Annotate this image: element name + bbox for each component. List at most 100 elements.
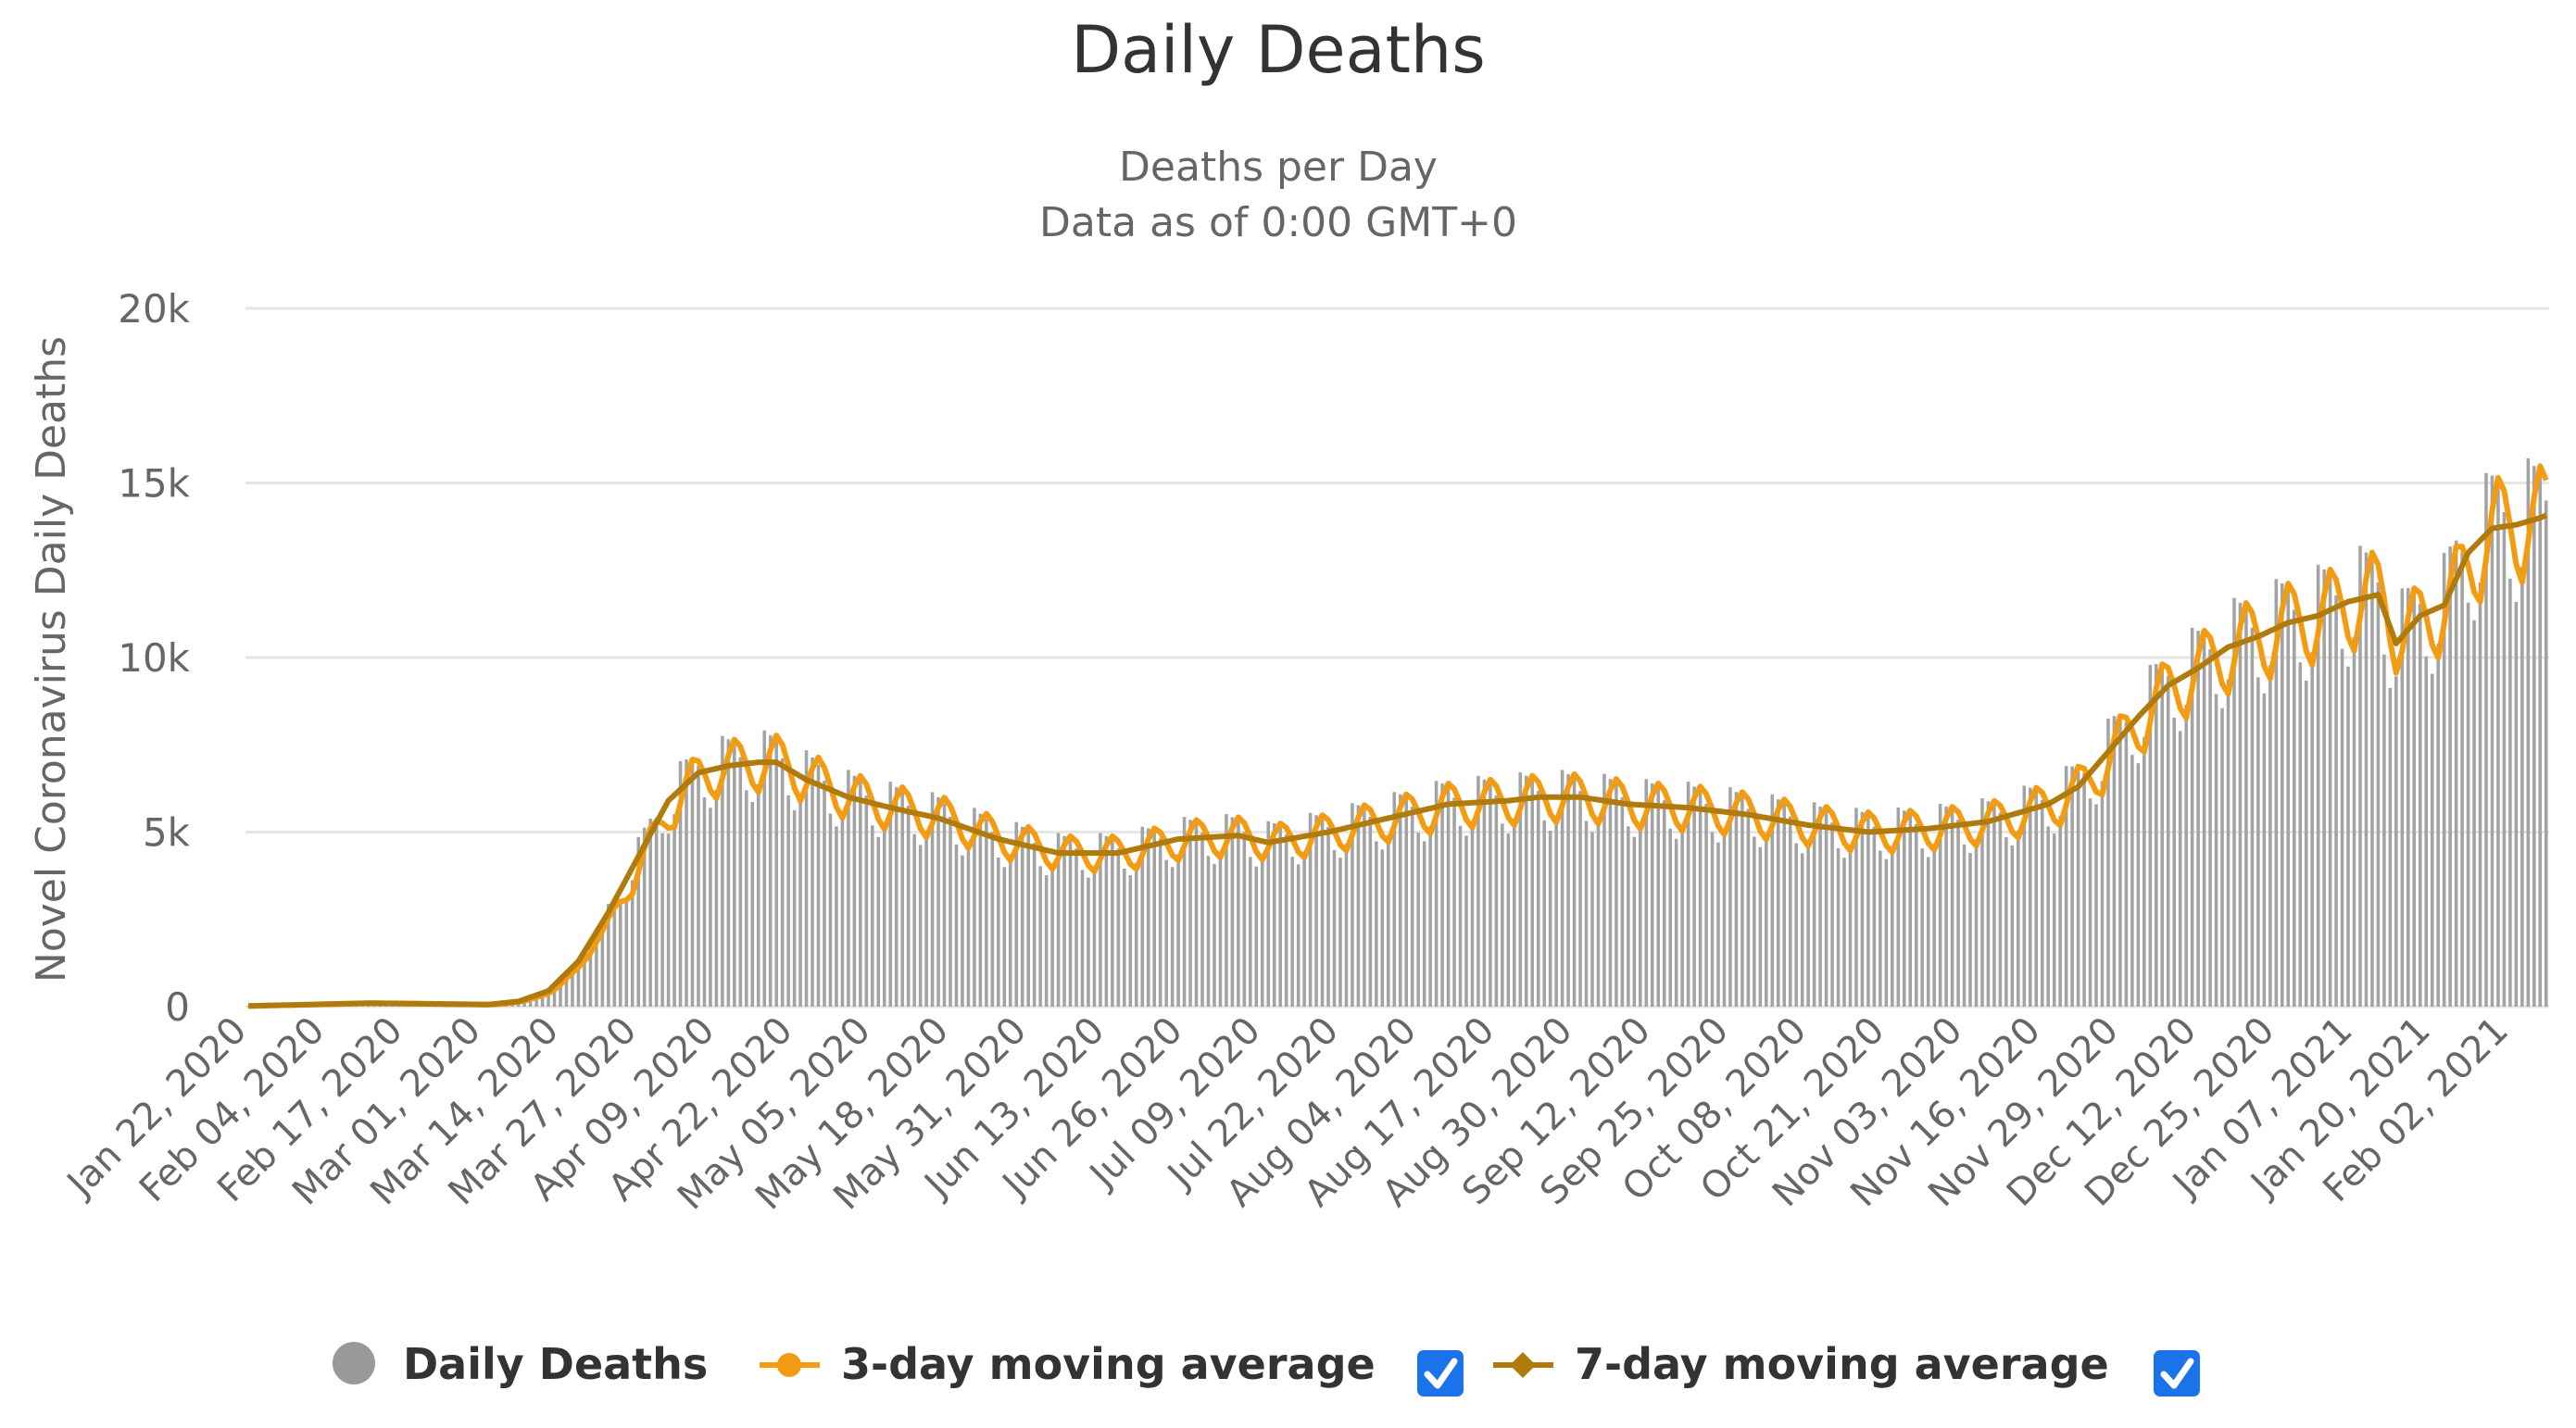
daily-deaths-bar: [2322, 569, 2326, 1007]
daily-deaths-bar: [1692, 786, 1696, 1007]
daily-deaths-bar: [1932, 844, 1936, 1007]
daily-deaths-bar: [1230, 817, 1235, 1007]
daily-deaths-bar: [949, 816, 952, 1007]
daily-deaths-bar: [1380, 849, 1385, 1007]
daily-deaths-bar: [2460, 552, 2464, 1007]
daily-deaths-bar: [2382, 654, 2386, 1007]
daily-deaths-bar: [1062, 835, 1066, 1007]
daily-deaths-bar: [1974, 839, 1979, 1007]
daily-deaths-bar: [780, 758, 785, 1007]
daily-deaths-bar: [1482, 779, 1487, 1007]
daily-deaths-bar: [1182, 817, 1187, 1007]
daily-deaths-bar: [1440, 783, 1444, 1007]
daily-deaths-bar: [1326, 826, 1330, 1007]
daily-deaths-bar: [1489, 783, 1492, 1007]
daily-deaths-bar: [1249, 857, 1252, 1007]
daily-deaths-bar: [1314, 815, 1318, 1007]
y-tick-label: 20k: [118, 286, 190, 332]
daily-deaths-bar: [1104, 835, 1109, 1007]
daily-deaths-bar: [810, 757, 814, 1007]
daily-deaths-bar: [672, 814, 676, 1007]
daily-deaths-bar: [990, 832, 995, 1007]
daily-deaths-bar: [1644, 779, 1649, 1007]
daily-deaths-bar: [1800, 853, 1804, 1007]
daily-deaths-bar: [2208, 649, 2212, 1007]
daily-deaths-bar: [1950, 809, 1954, 1007]
daily-deaths-bar: [1111, 839, 1114, 1007]
daily-deaths-bar: [2166, 675, 2170, 1007]
daily-deaths-bar: [918, 845, 923, 1007]
daily-deaths-bar: [1302, 851, 1306, 1007]
daily-deaths-bar: [768, 735, 773, 1007]
daily-deaths-bar: [1902, 810, 1906, 1007]
daily-deaths-bar: [540, 993, 545, 1007]
checkbox-7day-average[interactable]: [2154, 1350, 2200, 1397]
legend-item-daily-deaths[interactable]: Daily Deaths: [333, 1339, 708, 1389]
7day-average-legend-icon: [1510, 1352, 1536, 1378]
daily-deaths-bar: [697, 765, 700, 1007]
daily-deaths-bar: [1074, 848, 1078, 1007]
daily-deaths-bar: [2034, 789, 2039, 1007]
y-axis-label: Novel Coronavirus Daily Deaths: [28, 336, 75, 983]
daily-deaths-bar: [2520, 566, 2524, 1007]
daily-deaths-bar: [1968, 853, 1972, 1007]
daily-deaths-bar: [864, 795, 869, 1007]
daily-deaths-bar: [2262, 693, 2267, 1007]
daily-deaths-bar: [2448, 546, 2452, 1007]
daily-deaths-bar: [1170, 867, 1175, 1007]
daily-deaths-bar: [1242, 832, 1247, 1007]
daily-deaths-bar: [733, 743, 736, 1007]
legend-item-7day-average[interactable]: 7-day moving average: [1493, 1339, 2109, 1389]
chart-title: Daily Deaths: [1071, 12, 1486, 88]
legend-item-3day-average[interactable]: 3-day moving average: [760, 1339, 1376, 1389]
daily-deaths-bar: [1662, 800, 1666, 1007]
daily-deaths-bar: [1254, 866, 1259, 1007]
daily-deaths-bar: [1590, 832, 1594, 1007]
daily-deaths-bar: [1434, 781, 1439, 1007]
daily-deaths-bar: [1818, 807, 1822, 1007]
daily-deaths-bar: [1164, 859, 1168, 1007]
daily-deaths-bar: [2352, 636, 2356, 1007]
daily-deaths-bar: [2538, 473, 2543, 1007]
daily-deaths-bar: [1704, 803, 1708, 1007]
daily-deaths-bar: [1200, 833, 1204, 1007]
daily-deaths-bar: [859, 781, 862, 1007]
ma3-line: [248, 463, 2549, 1009]
daily-deaths-bar: [2274, 579, 2279, 1007]
daily-deaths-bar: [2430, 673, 2434, 1007]
daily-deaths-bar: [1194, 822, 1199, 1007]
daily-deaths-bar: [1944, 807, 1948, 1007]
daily-deaths-bar: [2454, 540, 2458, 1007]
checkbox-3day-average[interactable]: [1417, 1350, 1464, 1397]
daily-deaths-bar: [2334, 595, 2338, 1007]
daily-deaths-bar: [1494, 795, 1499, 1007]
daily-deaths-bar: [2238, 602, 2243, 1007]
daily-deaths-bar: [1842, 858, 1846, 1007]
daily-deaths-bar: [576, 962, 581, 1007]
daily-deaths-bar: [1099, 833, 1102, 1007]
daily-deaths-bar: [1158, 838, 1162, 1007]
legend-label-7day-average: 7-day moving average: [1575, 1339, 2109, 1389]
daily-deaths-bar: [936, 797, 940, 1007]
daily-deaths-bar: [1363, 807, 1366, 1007]
daily-deaths-bar: [2088, 798, 2092, 1007]
daily-deaths-bar: [2268, 664, 2272, 1007]
daily-deaths-bar: [2328, 574, 2332, 1007]
daily-deaths-bar: [721, 735, 724, 1007]
daily-deaths-bar: [2544, 500, 2548, 1007]
daily-deaths-bar: [1734, 792, 1739, 1007]
daily-deaths-bar: [1128, 875, 1133, 1007]
daily-deaths-bar: [1134, 862, 1138, 1007]
daily-deaths-bar: [1866, 816, 1870, 1007]
daily-deaths-bar: [2490, 475, 2494, 1007]
daily-deaths-bar: [1710, 832, 1715, 1007]
daily-deaths-bar: [600, 920, 605, 1007]
daily-deaths-bar: [1032, 842, 1037, 1007]
daily-deaths-bar: [1686, 782, 1690, 1007]
daily-deaths-bar: [2364, 552, 2369, 1007]
daily-deaths-bar: [1824, 810, 1828, 1007]
daily-deaths-bar: [1896, 807, 1901, 1007]
daily-deaths-bar: [702, 796, 707, 1007]
daily-deaths-bar: [1356, 805, 1361, 1007]
